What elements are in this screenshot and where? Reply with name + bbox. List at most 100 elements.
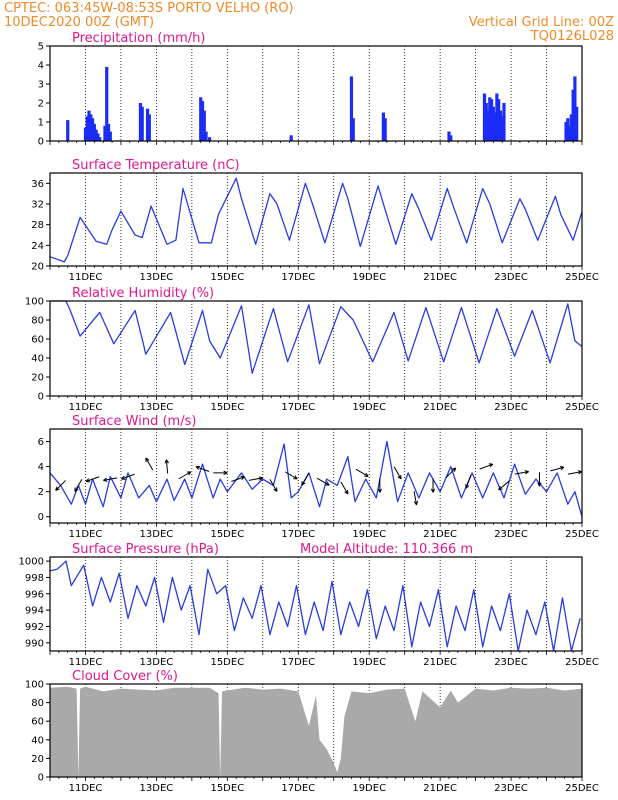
series-line-humidity [50, 300, 583, 374]
y-tick-label: 0 [38, 512, 44, 523]
precip-bar [200, 101, 205, 141]
x-tick-label: 19DEC [352, 529, 386, 540]
precip-bar [449, 135, 453, 141]
x-tick-label: 21DEC [423, 783, 457, 794]
x-tick-label: 17DEC [281, 657, 315, 668]
x-tick-label: 21DEC [423, 402, 457, 413]
precip-bar [87, 110, 91, 141]
wind-arrow [178, 471, 192, 480]
x-tick-label: 11DEC [69, 529, 103, 540]
x-tick-label: 25DEC [565, 657, 599, 668]
y-tick-label: 36 [31, 179, 44, 190]
precip-bar [138, 103, 143, 141]
y-tick-label: 80 [31, 316, 44, 327]
header-station: CPTEC: 063:45W-08:53S PORTO VELHO (RO) [4, 1, 294, 16]
x-tick-label: 25DEC [565, 402, 599, 413]
x-tick-label: 15DEC [210, 529, 244, 540]
precip-bar [204, 131, 208, 141]
y-tick-label: 24 [31, 241, 44, 252]
wind-arrow [85, 476, 100, 483]
precip-bar [569, 114, 573, 141]
y-tick-label: 40 [31, 735, 44, 746]
panel-title-precipitation: Precipitation (mm/h) [72, 31, 205, 46]
x-tick-label: 15DEC [210, 272, 244, 283]
precip-bar [90, 118, 95, 141]
wind-arrow [445, 467, 457, 479]
precip-bar [351, 118, 355, 141]
panel-frame [49, 300, 583, 397]
wind-arrow [550, 466, 565, 472]
y-tick-label: 992 [25, 622, 44, 633]
panel-title-pressure: Surface Pressure (hPa) [72, 542, 219, 557]
y-tick-label: 990 [25, 638, 44, 649]
precip-bar [103, 125, 107, 141]
x-tick-label: 23DEC [494, 402, 528, 413]
precip-bar [199, 97, 203, 141]
precip-bar [489, 99, 494, 141]
panel-humidity: Relative Humidity (%) 0 20 40 60 80 100 11DEC 13… [25, 286, 599, 413]
precip-bar [96, 133, 100, 141]
precip-bar [202, 110, 206, 141]
precip-bar [208, 137, 212, 141]
precip-bar [108, 131, 112, 141]
series-line-pressure [49, 560, 581, 652]
wind-arrow [195, 465, 210, 472]
precip-bar [493, 112, 497, 141]
precip-bar [482, 93, 487, 141]
y-tick-label: 4 [38, 462, 44, 473]
wind-arrow [498, 480, 510, 491]
y-tick-label: 0 [38, 773, 44, 784]
x-tick-label: 11DEC [69, 783, 103, 794]
x-tick-label: 21DEC [423, 657, 457, 668]
precip-bar [498, 110, 503, 141]
precip-bar [491, 106, 495, 141]
wind-arrow [316, 477, 330, 486]
x-tick-label: 19DEC [352, 657, 386, 668]
x-tick-label: 21DEC [423, 529, 457, 540]
y-tick-label: 1 [38, 118, 44, 129]
precip-bar [383, 118, 387, 141]
precip-bar [500, 116, 504, 141]
y-tick-label: 0 [38, 392, 44, 403]
wind-arrow [514, 470, 529, 475]
y-tick-label: 20 [31, 754, 44, 765]
y-tick-label: 32 [31, 200, 44, 211]
y-tick-label: 0 [38, 137, 44, 148]
precip-bar [575, 106, 579, 141]
x-tick-label: 13DEC [140, 783, 174, 794]
x-tick-label: 13DEC [140, 272, 174, 283]
precip-bar [94, 129, 98, 141]
x-tick-label: 21DEC [423, 272, 457, 283]
y-tick-label: 100 [25, 297, 44, 308]
precip-bar [381, 112, 385, 141]
precip-bar [566, 118, 570, 141]
x-tick-label: 13DEC [140, 402, 174, 413]
precip-bar [66, 120, 70, 141]
wind-arrow [145, 457, 154, 471]
precip-bar [502, 103, 506, 141]
wind-arrow [537, 472, 542, 487]
panel-title-temperature: Surface Temperature (nC) [72, 158, 240, 173]
wind-arrow [284, 471, 298, 480]
panel-frame [49, 556, 583, 652]
panel-wind: Surface Wind (m/s) 0 2 4 6 11DEC 13DEC 15DEC 17D… [38, 414, 599, 540]
x-tick-label: 17DEC [281, 402, 315, 413]
x-tick-label: 19DEC [352, 272, 386, 283]
wind-arrow [74, 479, 83, 492]
x-tick-label: 19DEC [352, 402, 386, 413]
y-tick-label: 60 [31, 717, 44, 728]
wind-arrow [269, 479, 278, 492]
x-tick-label: 15DEC [210, 402, 244, 413]
x-tick-label: 17DEC [281, 272, 315, 283]
precip-bar [98, 137, 102, 141]
wind-arrow [479, 463, 494, 470]
precip-bar [85, 116, 89, 141]
y-tick-label: 2 [38, 487, 44, 498]
wind-arrow [213, 470, 228, 476]
wind-arrow [377, 478, 383, 493]
x-tick-label: 13DEC [140, 657, 174, 668]
panels: Precipitation (mm/h) 0 1 2 3 4 5 Surface Temper… [19, 31, 599, 794]
precip-bar [484, 103, 488, 141]
panel-precipitation: Precipitation (mm/h) 0 1 2 3 4 5 [38, 31, 583, 148]
